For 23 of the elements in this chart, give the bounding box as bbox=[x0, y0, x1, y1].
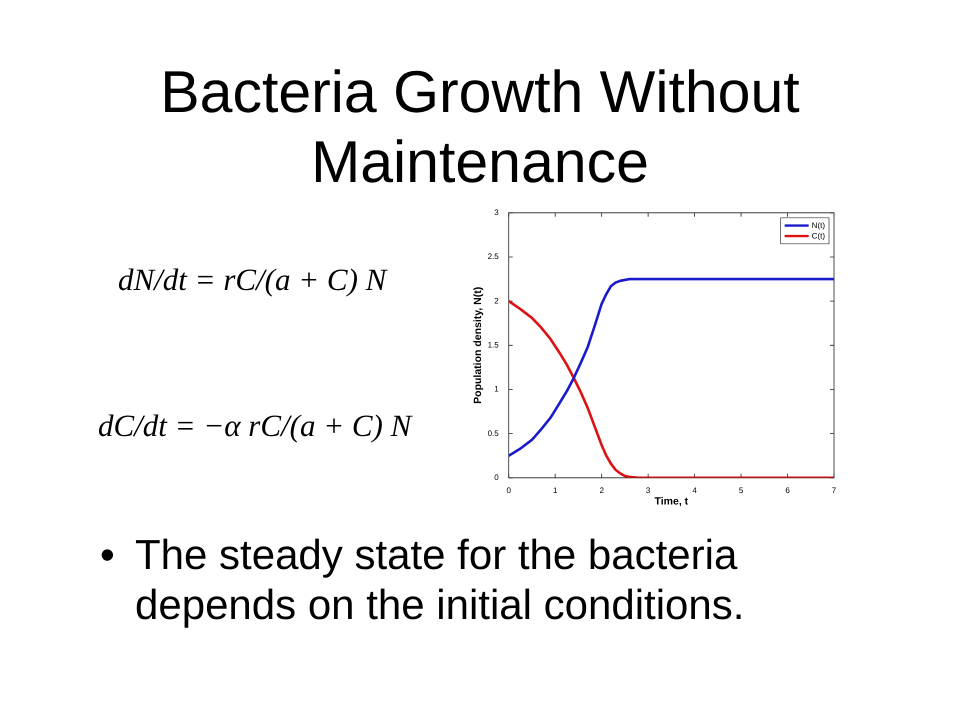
x-tick-label: 7 bbox=[832, 486, 837, 495]
y-tick-label: 0.5 bbox=[488, 428, 500, 438]
text: • The steady state for the bacteria depends on the initial conditions. bbox=[100, 530, 744, 628]
legend-label: C(t) bbox=[812, 231, 826, 240]
text: dC/dt = −α rC/(a + C) N bbox=[98, 408, 412, 444]
y-tick-label: 2.5 bbox=[488, 252, 500, 262]
y-tick-label: 3 bbox=[494, 208, 500, 218]
text: dN/dt = rC/(a + C) N bbox=[118, 262, 386, 298]
x-tick-label: 3 bbox=[646, 486, 651, 495]
y-tick-label: 1.5 bbox=[488, 340, 500, 350]
x-tick-label: 1 bbox=[552, 486, 558, 495]
y-tick-label: 1 bbox=[494, 384, 500, 394]
x-tick-label: 2 bbox=[599, 486, 604, 495]
x-tick-label: 6 bbox=[785, 486, 790, 495]
x-tick-label: 0 bbox=[506, 486, 512, 495]
legend-label: N(t) bbox=[812, 220, 826, 230]
x-tick-label: 4 bbox=[692, 486, 698, 495]
x-axis-title: Time, t bbox=[654, 496, 689, 508]
y-tick-label: 2 bbox=[494, 296, 500, 306]
y-tick-label: 0 bbox=[494, 473, 500, 482]
y-axis-title: Population density, N(t) bbox=[472, 286, 484, 404]
x-tick-label: 5 bbox=[738, 486, 744, 495]
chart-title: Bacteria Growth Without Maintenance bbox=[159, 58, 801, 197]
